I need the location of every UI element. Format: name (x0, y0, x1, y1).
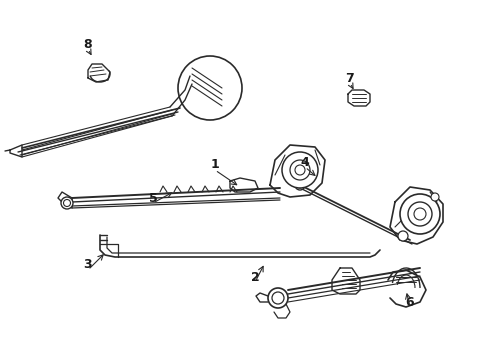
Text: 3: 3 (83, 258, 92, 271)
Circle shape (294, 180, 305, 190)
Text: 7: 7 (345, 72, 354, 85)
Circle shape (61, 197, 73, 209)
Text: 5: 5 (148, 192, 157, 204)
Text: 6: 6 (405, 296, 413, 309)
Circle shape (267, 288, 287, 308)
Circle shape (430, 193, 438, 201)
Text: 8: 8 (83, 37, 92, 50)
Text: 2: 2 (250, 271, 259, 284)
Circle shape (397, 231, 407, 241)
Text: 1: 1 (210, 158, 219, 171)
Circle shape (282, 152, 317, 188)
Text: 4: 4 (300, 156, 309, 168)
Circle shape (399, 194, 439, 234)
